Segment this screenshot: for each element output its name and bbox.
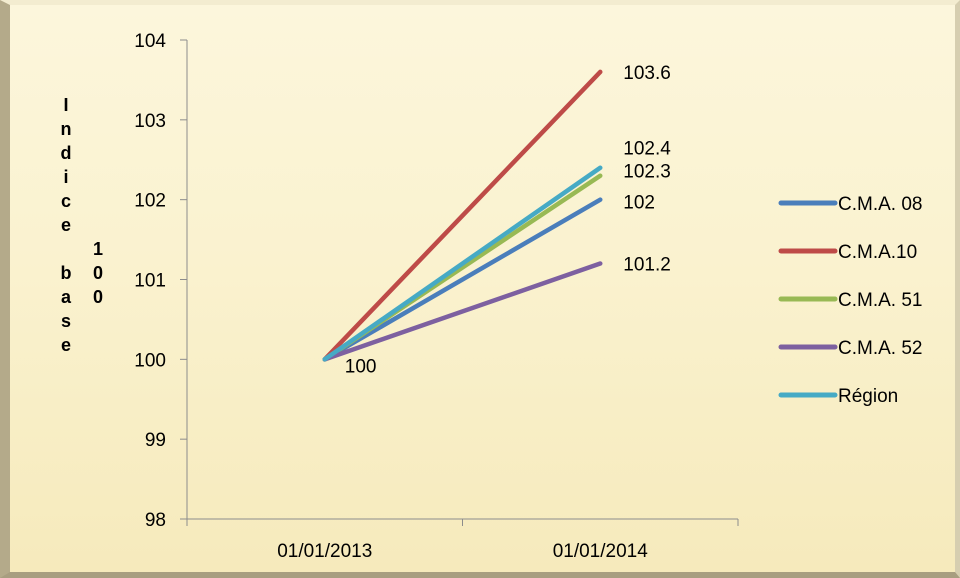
y-axis-label-char: d: [61, 143, 72, 163]
series-line: [322, 197, 603, 362]
legend-label: C.M.A.10: [838, 242, 917, 263]
data-label: 102.4: [623, 139, 671, 160]
y-axis-label-char: a: [61, 287, 72, 307]
y-axis-label-char: 0: [93, 263, 103, 283]
y-axis-label-char: 0: [93, 287, 103, 307]
y-axis-label-char: i: [63, 167, 68, 187]
data-label: 102.3: [623, 162, 671, 183]
y-axis-label-char: 1: [93, 239, 103, 259]
legend-label: Région: [838, 386, 898, 407]
y-tick-label: 101: [134, 271, 166, 292]
y-axis-label-char: e: [61, 215, 71, 235]
y-axis-label-char: s: [61, 311, 71, 331]
data-label: 102: [623, 193, 655, 214]
legend-label: C.M.A. 52: [838, 338, 922, 359]
y-tick-label: 104: [134, 31, 166, 52]
y-tick-label: 100: [134, 350, 166, 371]
series-line: [322, 165, 603, 362]
y-axis-label-char: I: [63, 95, 68, 115]
data-label: 101.2: [623, 255, 671, 276]
legend-label: C.M.A. 08: [838, 194, 922, 215]
legend-label: C.M.A. 51: [838, 290, 922, 311]
data-label: 100: [345, 356, 377, 377]
x-tick-label: 01/01/2014: [553, 541, 649, 562]
y-axis-label-char: n: [61, 119, 72, 139]
chart-series: [322, 69, 603, 362]
y-tick-label: 103: [134, 111, 166, 132]
data-label: 103.6: [623, 63, 671, 84]
chart-legend: C.M.A. 08 C.M.A.10 C.M.A. 51 C.M.A. 52 Régio…: [778, 194, 922, 407]
y-tick-label: 98: [145, 510, 166, 531]
y-tick-label: 102: [134, 191, 166, 212]
chart-axes: 98 99 100 101 102 103 104 01/01/2013 01/01/2014: [134, 31, 739, 562]
y-axis-label-char: c: [61, 191, 71, 211]
y-axis-label-char: b: [61, 263, 72, 283]
series-line: [322, 261, 603, 362]
x-tick-label: 01/01/2013: [277, 541, 372, 562]
series-line: [322, 69, 603, 362]
y-tick-label: 99: [145, 430, 166, 451]
y-axis-label-char: e: [61, 335, 71, 355]
